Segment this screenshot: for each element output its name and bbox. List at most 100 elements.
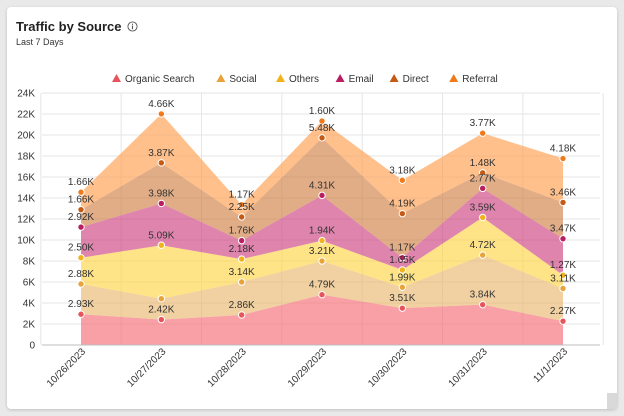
data-label-email: 4.31K bbox=[309, 180, 335, 191]
info-icon[interactable] bbox=[127, 21, 139, 32]
data-point-direct[interactable] bbox=[157, 159, 166, 167]
data-label-social: 3.21K bbox=[309, 246, 335, 257]
data-label-social: 2.88K bbox=[68, 269, 94, 280]
data-label-email: 3.98K bbox=[148, 188, 174, 199]
data-point-email[interactable] bbox=[559, 235, 567, 243]
data-point-organic-search[interactable] bbox=[157, 315, 166, 324]
data-label-social: 1.99K bbox=[389, 272, 415, 283]
data-point-email[interactable] bbox=[318, 191, 326, 200]
data-point-organic-search[interactable] bbox=[237, 311, 246, 319]
data-label-organic-search: 3.84K bbox=[470, 290, 496, 301]
y-tick-label: 16K bbox=[17, 173, 35, 184]
data-point-direct[interactable] bbox=[559, 198, 567, 207]
data-point-social[interactable] bbox=[237, 278, 246, 286]
data-point-others[interactable] bbox=[77, 254, 85, 262]
data-label-referral: 1.66K bbox=[68, 177, 94, 188]
data-point-referral[interactable] bbox=[237, 201, 246, 209]
legend-marker-icon bbox=[449, 74, 459, 82]
data-point-organic-search[interactable] bbox=[77, 310, 85, 318]
data-point-direct[interactable] bbox=[398, 209, 407, 218]
data-point-direct[interactable] bbox=[478, 169, 487, 177]
data-label-organic-search: 2.86K bbox=[229, 300, 255, 311]
data-label-others: 5.09K bbox=[148, 230, 174, 241]
legend-marker-icon bbox=[389, 74, 399, 82]
data-point-referral[interactable] bbox=[77, 188, 85, 196]
data-point-social[interactable] bbox=[318, 257, 326, 265]
data-point-others[interactable] bbox=[237, 255, 246, 263]
data-label-referral: 1.60K bbox=[309, 106, 335, 117]
data-point-direct[interactable] bbox=[77, 205, 85, 214]
y-tick-label: 22K bbox=[17, 110, 35, 121]
data-point-referral[interactable] bbox=[318, 117, 326, 125]
data-label-referral: 3.77K bbox=[470, 118, 496, 129]
data-label-organic-search: 4.79K bbox=[309, 280, 335, 291]
data-label-direct: 3.87K bbox=[148, 148, 174, 159]
data-label-referral: 4.18K bbox=[550, 144, 576, 155]
data-label-referral: 3.18K bbox=[389, 165, 415, 176]
data-point-email[interactable] bbox=[237, 236, 246, 245]
data-point-organic-search[interactable] bbox=[559, 317, 567, 325]
data-label-email: 2.92K bbox=[68, 212, 94, 223]
data-point-social[interactable] bbox=[77, 280, 85, 288]
x-tick-label: 10/28/2023 bbox=[206, 346, 249, 389]
data-point-referral[interactable] bbox=[478, 129, 487, 137]
legend-item-organic-search[interactable]: Organic Search bbox=[112, 74, 194, 85]
data-label-social: 3.14K bbox=[229, 267, 255, 278]
data-point-referral[interactable] bbox=[559, 154, 567, 163]
legend-marker-icon bbox=[216, 74, 226, 82]
y-tick-label: 14K bbox=[17, 194, 35, 205]
data-point-organic-search[interactable] bbox=[318, 291, 326, 299]
card-title: Traffic by Source bbox=[16, 19, 122, 34]
data-point-social[interactable] bbox=[157, 294, 166, 303]
legend-marker-icon bbox=[112, 74, 121, 82]
x-tick-label: 10/30/2023 bbox=[366, 346, 409, 389]
data-label-others: 1.27K bbox=[550, 260, 576, 271]
data-point-organic-search[interactable] bbox=[478, 300, 487, 309]
data-label-others: 3.59K bbox=[470, 202, 496, 213]
legend-item-email[interactable]: Email bbox=[335, 74, 374, 85]
data-label-direct: 2.25K bbox=[229, 202, 255, 213]
data-point-others[interactable] bbox=[559, 271, 567, 279]
data-point-email[interactable] bbox=[478, 184, 487, 193]
data-label-organic-search: 2.42K bbox=[148, 305, 174, 316]
card-header: Traffic by Source bbox=[16, 19, 139, 34]
data-point-email[interactable] bbox=[398, 253, 407, 262]
y-tick-label: 2K bbox=[23, 320, 36, 331]
data-label-direct: 4.19K bbox=[389, 199, 415, 210]
y-tick-label: 0 bbox=[29, 341, 35, 352]
data-point-others[interactable] bbox=[398, 266, 407, 274]
label-layer: 2.93K 2.42K 2.86K 4.79K 3.51K 3.84K 2.27K 2.88K… bbox=[68, 99, 576, 317]
legend-item-social[interactable]: Social bbox=[216, 74, 257, 85]
data-label-organic-search: 3.51K bbox=[389, 293, 415, 304]
data-point-direct[interactable] bbox=[237, 213, 246, 221]
legend-item-referral[interactable]: Referral bbox=[449, 74, 498, 85]
data-point-referral[interactable] bbox=[398, 176, 407, 184]
legend-item-direct[interactable]: Direct bbox=[389, 74, 429, 85]
data-point-others[interactable] bbox=[478, 213, 487, 222]
scrollbar[interactable] bbox=[607, 393, 617, 409]
data-label-direct: 1.48K bbox=[470, 158, 496, 169]
data-point-social[interactable] bbox=[478, 251, 487, 259]
data-point-others[interactable] bbox=[157, 241, 166, 249]
data-point-social[interactable] bbox=[559, 284, 567, 293]
data-point-social[interactable] bbox=[398, 283, 407, 291]
data-point-email[interactable] bbox=[77, 223, 85, 231]
legend[interactable]: Organic Search Social Others Email Direct Ref… bbox=[112, 74, 498, 85]
data-point-organic-search[interactable] bbox=[398, 304, 407, 312]
data-label-social: 3.11K bbox=[550, 274, 576, 285]
data-label-others: 1.65K bbox=[389, 255, 415, 266]
x-tick-label: 10/31/2023 bbox=[447, 346, 490, 389]
data-label-email: 2.77K bbox=[470, 173, 496, 184]
data-label-organic-search: 2.27K bbox=[550, 306, 576, 317]
data-point-direct[interactable] bbox=[318, 134, 326, 142]
legend-label: Organic Search bbox=[125, 74, 194, 85]
data-point-email[interactable] bbox=[157, 199, 166, 208]
marker-layer bbox=[77, 110, 567, 325]
data-point-referral[interactable] bbox=[157, 110, 166, 118]
legend-marker-icon bbox=[335, 74, 345, 82]
card-subtitle: Last 7 Days bbox=[16, 37, 64, 47]
x-tick-label: 11/1/2023 bbox=[531, 346, 570, 385]
legend-item-others[interactable]: Others bbox=[276, 74, 319, 85]
data-point-others[interactable] bbox=[318, 236, 326, 245]
